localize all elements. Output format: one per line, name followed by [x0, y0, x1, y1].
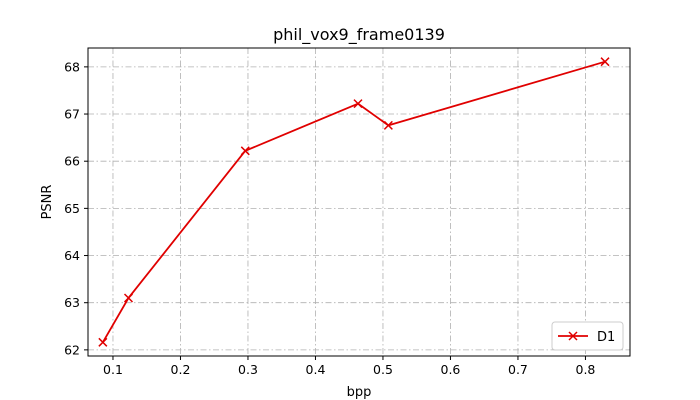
x-tick-label: 0.5	[373, 362, 393, 377]
data-point	[98, 337, 108, 347]
y-tick-label: 63	[64, 295, 80, 310]
ticks: 0.1 0.2 0.3 0.4 0.5 0.6 0.7 0.8 62 63 64 65 66 67 68	[64, 59, 595, 377]
x-tick-label: 0.3	[238, 362, 258, 377]
x-tick-label: 0.7	[508, 362, 528, 377]
data-point	[353, 99, 363, 109]
y-tick-label: 62	[64, 342, 80, 357]
data-point	[240, 146, 250, 156]
y-tick-label: 68	[64, 59, 80, 74]
y-axis-label: PSNR	[40, 185, 55, 220]
y-tick-label: 67	[64, 107, 80, 122]
plot-frame	[87, 47, 631, 357]
x-tick-label: 0.2	[171, 362, 191, 377]
y-tick-label: 65	[64, 201, 80, 216]
x-tick-label: 0.4	[306, 362, 326, 377]
series-layer	[98, 57, 610, 347]
x-tick-label: 0.8	[576, 362, 596, 377]
x-tick-label: 0.6	[441, 362, 461, 377]
grid	[88, 48, 630, 356]
legend-marker	[568, 331, 578, 341]
x-tick-label: 0.1	[103, 362, 123, 377]
chart-title: phil_vox9_frame0139	[273, 25, 445, 45]
series-line	[102, 60, 606, 343]
legend: D1	[551, 321, 624, 351]
legend-label: D1	[597, 330, 615, 345]
y-tick-label: 64	[64, 248, 80, 263]
data-point	[383, 120, 393, 130]
data-point	[123, 293, 134, 303]
y-tick-label: 66	[64, 154, 80, 169]
data-point	[600, 57, 610, 67]
x-axis-label: bpp	[347, 385, 372, 400]
